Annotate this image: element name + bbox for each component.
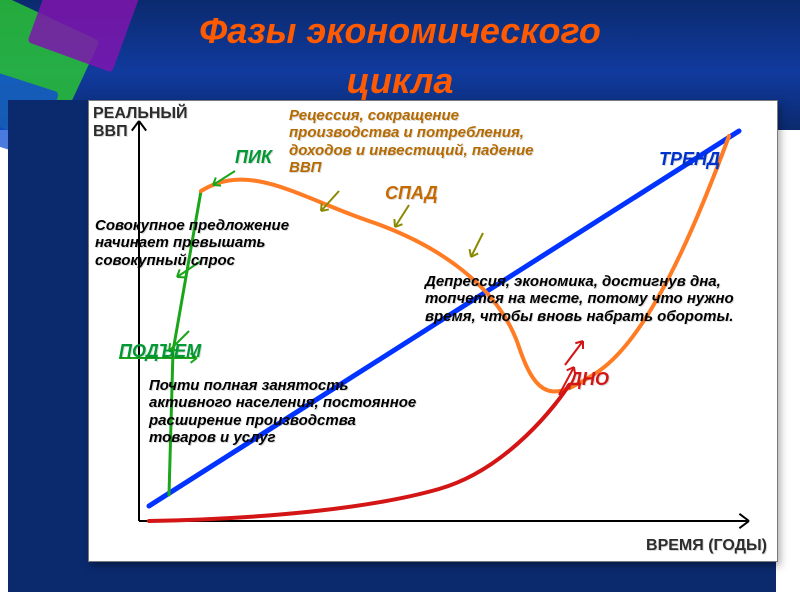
annotation-supply: Совокупное предложение начинает превышат… (95, 217, 355, 269)
label-bottom: ДНО (569, 369, 609, 390)
frame-bottom (8, 560, 776, 592)
economic-cycle-chart: РЕАЛЬНЫЙ ВВП ВРЕМЯ (ГОДЫ) ПИК ПОДЪЕМ СПА… (88, 100, 778, 562)
label-peak: ПИК (235, 147, 272, 168)
x-axis-label: ВРЕМЯ (ГОДЫ) (646, 537, 767, 555)
annotation-employment: Почти полная занятость активного населен… (149, 377, 419, 446)
label-trend: ТРЕНД (659, 149, 720, 170)
title-line-1: Фазы экономического (0, 10, 800, 52)
y-axis-label: РЕАЛЬНЫЙ ВВП (93, 105, 188, 142)
frame-left (8, 100, 88, 560)
label-rise: ПОДЪЕМ (119, 341, 201, 362)
title-line-2: цикла (0, 60, 800, 102)
label-fall: СПАД (385, 183, 438, 204)
annotation-recession: Рецессия, сокращение производства и потр… (289, 107, 559, 176)
annotation-depression: Депрессия, экономика, достигнув дна, топ… (425, 273, 735, 325)
